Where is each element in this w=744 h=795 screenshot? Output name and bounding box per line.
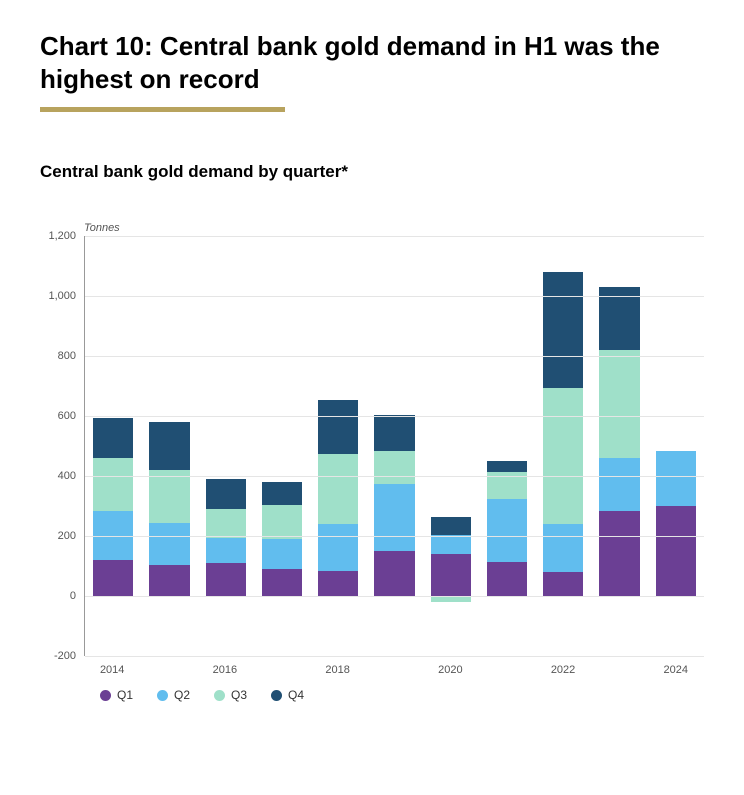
bar-seg-2015-Q4 bbox=[149, 422, 189, 470]
legend-swatch-Q4 bbox=[271, 690, 282, 701]
bar-seg-2018-Q1 bbox=[318, 571, 358, 597]
x-tick-label bbox=[366, 656, 422, 676]
bar-seg-2017-Q2 bbox=[262, 539, 302, 569]
plot-area bbox=[84, 236, 704, 656]
legend-swatch-Q3 bbox=[214, 690, 225, 701]
bar-seg-2019-Q1 bbox=[374, 551, 414, 596]
x-tick-label bbox=[253, 656, 309, 676]
bar-seg-2022-Q2 bbox=[543, 524, 583, 572]
legend-swatch-Q1 bbox=[100, 690, 111, 701]
x-tick-label bbox=[479, 656, 535, 676]
bar-seg-2014-Q1 bbox=[93, 560, 133, 596]
bar-seg-2019-Q4 bbox=[374, 415, 414, 451]
bar-seg-2016-Q3 bbox=[206, 509, 246, 538]
bar-seg-2023-Q3 bbox=[599, 350, 639, 458]
y-axis-title: Tonnes bbox=[84, 222, 704, 234]
bar-2022 bbox=[543, 236, 583, 656]
grid-line bbox=[85, 296, 704, 297]
bar-seg-2016-Q4 bbox=[206, 479, 246, 509]
bar-2021 bbox=[487, 236, 527, 656]
x-tick-label bbox=[140, 656, 196, 676]
chart-title: Chart 10: Central bank gold demand in H1… bbox=[40, 30, 704, 95]
bar-seg-2023-Q2 bbox=[599, 458, 639, 511]
x-tick-label: 2016 bbox=[197, 656, 253, 676]
bar-seg-2014-Q3 bbox=[93, 458, 133, 511]
x-tick-label: 2020 bbox=[422, 656, 478, 676]
bar-seg-2023-Q1 bbox=[599, 511, 639, 597]
x-tick-label: 2018 bbox=[309, 656, 365, 676]
bar-seg-2019-Q3 bbox=[374, 451, 414, 484]
legend-label: Q1 bbox=[117, 688, 133, 702]
grid-line bbox=[85, 656, 704, 657]
x-axis-ticks: 2014 2016 2018 2020 2022 2024 bbox=[84, 656, 704, 676]
bar-seg-2021-Q2 bbox=[487, 499, 527, 562]
legend-item-Q3: Q3 bbox=[214, 688, 247, 702]
x-tick-label: 2022 bbox=[535, 656, 591, 676]
bar-seg-2014-Q4 bbox=[93, 418, 133, 459]
bar-seg-2020-Q4 bbox=[431, 517, 471, 535]
bar-seg-2017-Q1 bbox=[262, 569, 302, 596]
bar-2020 bbox=[431, 236, 471, 656]
legend-label: Q3 bbox=[231, 688, 247, 702]
bar-seg-2022-Q3 bbox=[543, 388, 583, 525]
bar-2018 bbox=[318, 236, 358, 656]
bar-seg-2024-Q2 bbox=[656, 451, 696, 507]
bar-2016 bbox=[206, 236, 246, 656]
bar-2024 bbox=[656, 236, 696, 656]
bar-2017 bbox=[262, 236, 302, 656]
bar-seg-2018-Q2 bbox=[318, 524, 358, 571]
bar-2023 bbox=[599, 236, 639, 656]
bar-seg-2017-Q4 bbox=[262, 482, 302, 505]
bar-seg-2015-Q3 bbox=[149, 470, 189, 523]
bar-seg-2022-Q4 bbox=[543, 272, 583, 388]
bar-seg-2015-Q1 bbox=[149, 565, 189, 597]
grid-line bbox=[85, 356, 704, 357]
legend-label: Q2 bbox=[174, 688, 190, 702]
bar-2014 bbox=[93, 236, 133, 656]
bar-seg-2020-Q1 bbox=[431, 554, 471, 596]
bar-seg-2017-Q3 bbox=[262, 505, 302, 540]
bar-seg-2019-Q2 bbox=[374, 484, 414, 552]
title-underline bbox=[40, 107, 285, 112]
x-tick-label: 2024 bbox=[648, 656, 704, 676]
bar-2019 bbox=[374, 236, 414, 656]
bar-seg-2016-Q2 bbox=[206, 538, 246, 564]
legend: Q1 Q2 Q3 Q4 bbox=[100, 688, 704, 702]
bar-seg-2024-Q1 bbox=[656, 506, 696, 596]
legend-label: Q4 bbox=[288, 688, 304, 702]
grid-line bbox=[85, 236, 704, 237]
chart-subtitle: Central bank gold demand by quarter* bbox=[40, 162, 704, 182]
bar-seg-2015-Q2 bbox=[149, 523, 189, 565]
bar-seg-2022-Q1 bbox=[543, 572, 583, 596]
bar-seg-2018-Q3 bbox=[318, 454, 358, 525]
bar-seg-2021-Q4 bbox=[487, 461, 527, 472]
grid-line bbox=[85, 476, 704, 477]
x-tick-label: 2014 bbox=[84, 656, 140, 676]
bar-seg-2020-Q2 bbox=[431, 535, 471, 555]
chart-container: Tonnes 1,2001,0008006004002000-200 20142… bbox=[40, 222, 704, 702]
y-axis-ticks: 1,2001,0008006004002000-200 bbox=[40, 236, 84, 656]
grid-line bbox=[85, 536, 704, 537]
grid-line bbox=[85, 596, 704, 597]
bar-seg-2016-Q1 bbox=[206, 563, 246, 596]
legend-swatch-Q2 bbox=[157, 690, 168, 701]
bar-seg-2021-Q1 bbox=[487, 562, 527, 597]
bars-container bbox=[85, 236, 704, 656]
grid-line bbox=[85, 416, 704, 417]
legend-item-Q1: Q1 bbox=[100, 688, 133, 702]
legend-item-Q2: Q2 bbox=[157, 688, 190, 702]
bar-seg-2018-Q4 bbox=[318, 400, 358, 454]
x-tick-label bbox=[591, 656, 647, 676]
legend-item-Q4: Q4 bbox=[271, 688, 304, 702]
bar-2015 bbox=[149, 236, 189, 656]
